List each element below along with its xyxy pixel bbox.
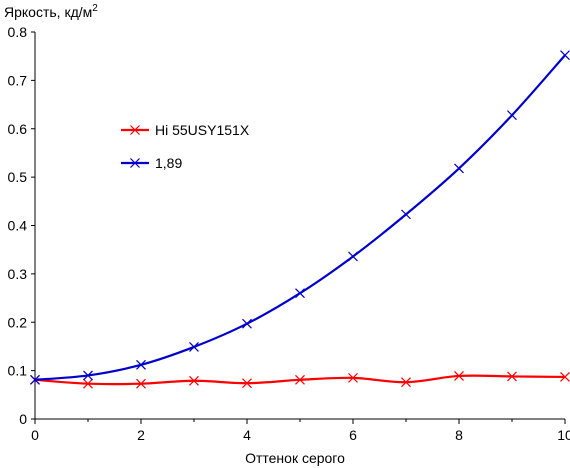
marker-stroke	[136, 359, 146, 370]
data-point	[454, 163, 464, 174]
data-point	[560, 50, 570, 61]
legend-marker	[130, 125, 140, 135]
legend-label: 1,89	[155, 155, 182, 171]
y-tick-label: 0.5	[8, 169, 28, 185]
data-point	[242, 378, 252, 389]
legend-item-0: Hi 55USY151X	[121, 122, 250, 138]
data-point	[136, 359, 146, 370]
data-point	[454, 371, 464, 381]
legend-label: Hi 55USY151X	[155, 122, 250, 138]
marker-stroke	[189, 341, 199, 352]
marker-stroke	[454, 371, 464, 381]
series-layer	[30, 50, 570, 389]
marker-stroke	[560, 371, 570, 382]
x-tick-label: 4	[243, 427, 251, 443]
marker-stroke	[189, 375, 199, 386]
y-tick-label: 0	[19, 411, 27, 427]
marker-stroke	[560, 50, 570, 61]
marker-stroke	[83, 370, 93, 381]
series-1	[30, 50, 570, 385]
data-point	[295, 374, 305, 385]
marker-stroke	[130, 125, 140, 135]
marker-stroke	[295, 374, 305, 385]
marker-stroke	[507, 371, 517, 382]
x-tick-label: 8	[455, 427, 463, 443]
marker-stroke	[30, 374, 40, 385]
marker-stroke	[242, 378, 252, 389]
marker-stroke	[242, 318, 252, 329]
data-point	[560, 371, 570, 382]
y-tick-label: 0.3	[8, 266, 28, 282]
data-point	[83, 370, 93, 381]
data-point	[401, 209, 411, 220]
series-line	[34, 54, 566, 381]
y-tick-label: 0.4	[8, 218, 28, 234]
series-0	[30, 371, 570, 389]
data-point	[189, 341, 199, 352]
y-tick-label: 0.8	[8, 24, 28, 40]
marker-stroke	[401, 209, 411, 220]
marker-stroke	[295, 288, 305, 299]
marker-stroke	[507, 110, 517, 121]
y-axis-title: Яркость, кд/м2	[4, 3, 98, 20]
axes: 0 0.1 0.2 0.3 0.4 0.5 0.6 0.7 0.8 0 2 4 6 8 10	[8, 24, 570, 443]
marker-stroke	[348, 251, 358, 262]
data-point	[348, 372, 358, 383]
y-tick-label: 0.2	[8, 314, 28, 330]
data-point	[242, 318, 252, 329]
data-point	[401, 377, 411, 388]
x-tick-label: 2	[137, 427, 145, 443]
data-point	[295, 288, 305, 299]
marker-stroke	[83, 378, 93, 389]
data-point	[189, 375, 199, 386]
y-axis-title-text: Яркость, кд/м	[4, 4, 92, 20]
y-tick-label: 0.1	[8, 363, 28, 379]
data-point	[83, 378, 93, 389]
data-point	[348, 251, 358, 262]
marker-stroke	[136, 378, 146, 389]
x-tick-label: 0	[31, 427, 39, 443]
y-axis-title-superscript: 2	[92, 3, 98, 14]
y-tick-label: 0.6	[8, 121, 28, 137]
x-tick-label: 10	[557, 427, 570, 443]
data-point	[30, 374, 40, 385]
legend: Hi 55USY151X 1,89	[121, 122, 250, 171]
legend-marker	[130, 158, 140, 168]
marker-stroke	[130, 158, 140, 168]
marker-stroke	[401, 377, 411, 388]
data-point	[507, 371, 517, 382]
marker-stroke	[454, 163, 464, 174]
y-tick-label: 0.7	[8, 72, 28, 88]
data-point	[136, 378, 146, 389]
marker-stroke	[348, 372, 358, 383]
x-tick-label: 6	[349, 427, 357, 443]
x-axis-title: Оттенок серого	[245, 450, 345, 466]
data-point	[507, 110, 517, 121]
legend-item-1: 1,89	[121, 155, 182, 171]
